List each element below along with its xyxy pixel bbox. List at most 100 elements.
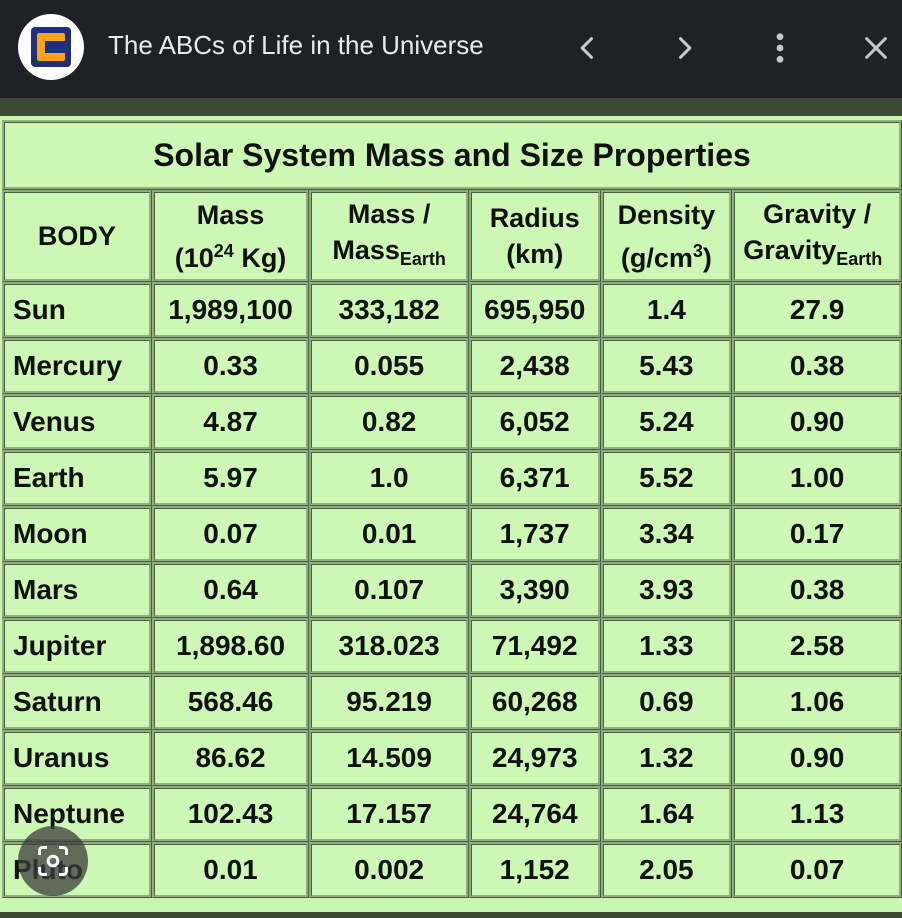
cell-radius: 6,052 <box>468 394 601 450</box>
header-radius: Radius (km) <box>468 190 601 282</box>
table-row: Moon 0.07 0.01 1,737 3.34 0.17 <box>2 506 902 562</box>
cell-body: Mercury <box>2 338 152 394</box>
cell-density: 0.69 <box>600 674 733 730</box>
table-row: Saturn 568.46 95.219 60,268 0.69 1.06 <box>2 674 902 730</box>
cell-mass: 86.62 <box>151 730 310 786</box>
cell-radius: 24,973 <box>468 730 601 786</box>
cell-body: Jupiter <box>2 618 152 674</box>
back-button[interactable] <box>560 20 616 76</box>
cell-mass: 5.97 <box>151 450 310 506</box>
cell-gravity-ratio: 0.38 <box>732 562 902 618</box>
cell-gravity-ratio: 0.17 <box>732 506 902 562</box>
google-lens-icon <box>38 846 68 876</box>
header-body: BODY <box>2 190 152 282</box>
cell-density: 5.43 <box>600 338 733 394</box>
cell-body: Neptune <box>2 786 152 842</box>
close-button[interactable] <box>848 20 902 76</box>
cell-gravity-ratio: 1.13 <box>732 786 902 842</box>
cell-mass-ratio: 333,182 <box>309 282 469 338</box>
image-viewport: Solar System Mass and Size Properties BO… <box>0 116 902 912</box>
cell-mass: 1,898.60 <box>151 618 310 674</box>
page-title: The ABCs of Life in the Universe <box>108 30 484 60</box>
cell-mass: 102.43 <box>151 786 310 842</box>
forward-button[interactable] <box>656 20 712 76</box>
cell-gravity-ratio: 0.90 <box>732 730 902 786</box>
cell-mass-ratio: 0.055 <box>309 338 469 394</box>
cell-radius: 71,492 <box>468 618 601 674</box>
cell-mass-ratio: 0.002 <box>309 842 469 898</box>
cell-radius: 1,152 <box>468 842 601 898</box>
cell-body: Venus <box>2 394 152 450</box>
cell-radius: 1,737 <box>468 506 601 562</box>
more-options-button[interactable] <box>752 20 808 76</box>
table-title: Solar System Mass and Size Properties <box>2 120 902 190</box>
table-row: Venus 4.87 0.82 6,052 5.24 0.90 <box>2 394 902 450</box>
table-row: Mercury 0.33 0.055 2,438 5.43 0.38 <box>2 338 902 394</box>
browser-top-bar: The ABCs of Life in the Universe <box>0 0 902 98</box>
cell-density: 1.33 <box>600 618 733 674</box>
cell-body: Moon <box>2 506 152 562</box>
close-icon <box>865 37 887 59</box>
site-logo-icon <box>18 14 84 80</box>
table-row: Neptune 102.43 17.157 24,764 1.64 1.13 <box>2 786 902 842</box>
table-row: Jupiter 1,898.60 318.023 71,492 1.33 2.58 <box>2 618 902 674</box>
cell-radius: 6,371 <box>468 450 601 506</box>
table-row: Uranus 86.62 14.509 24,973 1.32 0.90 <box>2 730 902 786</box>
cell-gravity-ratio: 1.06 <box>732 674 902 730</box>
cell-gravity-ratio: 1.00 <box>732 450 902 506</box>
cell-radius: 695,950 <box>468 282 601 338</box>
cell-mass: 0.07 <box>151 506 310 562</box>
chevron-right-icon <box>678 37 692 59</box>
cell-mass: 0.33 <box>151 338 310 394</box>
header-density: Density (g/cm3) <box>600 190 733 282</box>
header-mass: Mass (1024 Kg) <box>151 190 310 282</box>
cell-radius: 2,438 <box>468 338 601 394</box>
cell-density: 3.93 <box>600 562 733 618</box>
table-row: Earth 5.97 1.0 6,371 5.52 1.00 <box>2 450 902 506</box>
header-mass-ratio: Mass / MassEarth <box>309 190 469 282</box>
more-vertical-icon <box>776 33 784 63</box>
cell-density: 2.05 <box>600 842 733 898</box>
cell-density: 1.64 <box>600 786 733 842</box>
solar-system-table: Solar System Mass and Size Properties BO… <box>2 120 902 898</box>
cell-density: 5.24 <box>600 394 733 450</box>
cell-mass: 4.87 <box>151 394 310 450</box>
page-bottom-border <box>0 912 902 918</box>
cell-body: Uranus <box>2 730 152 786</box>
chevron-left-icon <box>580 37 594 59</box>
cell-mass-ratio: 14.509 <box>309 730 469 786</box>
header-gravity-ratio: Gravity / GravityEarth <box>732 190 902 282</box>
cell-gravity-ratio: 2.58 <box>732 618 902 674</box>
cell-mass: 568.46 <box>151 674 310 730</box>
cell-mass-ratio: 17.157 <box>309 786 469 842</box>
cell-gravity-ratio: 0.90 <box>732 394 902 450</box>
cell-mass: 1,989,100 <box>151 282 310 338</box>
cell-radius: 60,268 <box>468 674 601 730</box>
cell-density: 1.4 <box>600 282 733 338</box>
cell-mass: 0.01 <box>151 842 310 898</box>
table-row: Mars 0.64 0.107 3,390 3.93 0.38 <box>2 562 902 618</box>
cell-density: 3.34 <box>600 506 733 562</box>
cell-mass-ratio: 0.82 <box>309 394 469 450</box>
cell-mass-ratio: 1.0 <box>309 450 469 506</box>
cell-radius: 24,764 <box>468 786 601 842</box>
cell-gravity-ratio: 27.9 <box>732 282 902 338</box>
cell-mass: 0.64 <box>151 562 310 618</box>
cell-density: 5.52 <box>600 450 733 506</box>
cell-body: Saturn <box>2 674 152 730</box>
table-row: Sun 1,989,100 333,182 695,950 1.4 27.9 <box>2 282 902 338</box>
cell-mass-ratio: 318.023 <box>309 618 469 674</box>
cell-radius: 3,390 <box>468 562 601 618</box>
google-lens-button[interactable] <box>18 826 88 896</box>
cell-body: Mars <box>2 562 152 618</box>
cell-body: Sun <box>2 282 152 338</box>
cell-gravity-ratio: 0.38 <box>732 338 902 394</box>
cell-density: 1.32 <box>600 730 733 786</box>
cell-mass-ratio: 95.219 <box>309 674 469 730</box>
cell-gravity-ratio: 0.07 <box>732 842 902 898</box>
cell-body: Earth <box>2 450 152 506</box>
cell-mass-ratio: 0.01 <box>309 506 469 562</box>
cell-mass-ratio: 0.107 <box>309 562 469 618</box>
page-top-border <box>0 98 902 116</box>
